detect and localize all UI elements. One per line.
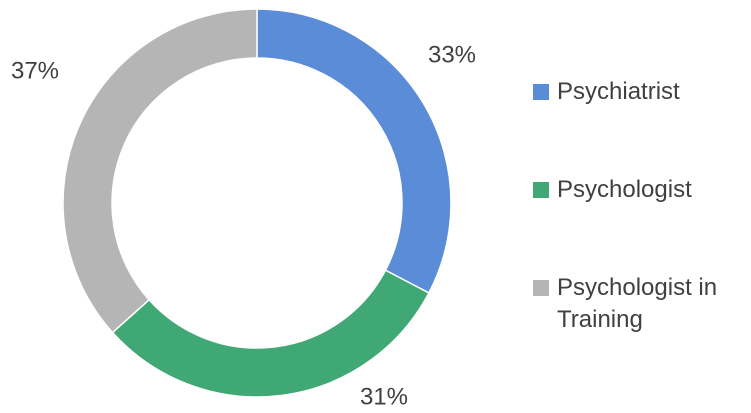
legend-swatch [533, 84, 549, 100]
data-label: 37% [11, 57, 59, 84]
legend-label: Psychiatrist [557, 78, 680, 105]
donut-slice [62, 8, 258, 334]
legend-item: Psychologist in Training [533, 272, 748, 336]
donut-slice [256, 8, 452, 294]
legend-swatch [533, 182, 549, 198]
data-label: 33% [428, 41, 476, 68]
legend-item: Psychiatrist [533, 76, 748, 108]
legend-swatch [533, 280, 549, 296]
data-label: 31% [360, 383, 408, 410]
legend-label: Psychologist [557, 176, 692, 203]
legend-item: Psychologist [533, 174, 748, 206]
donut-slice [111, 269, 430, 398]
legend-label: Psychologist in Training [557, 274, 718, 333]
